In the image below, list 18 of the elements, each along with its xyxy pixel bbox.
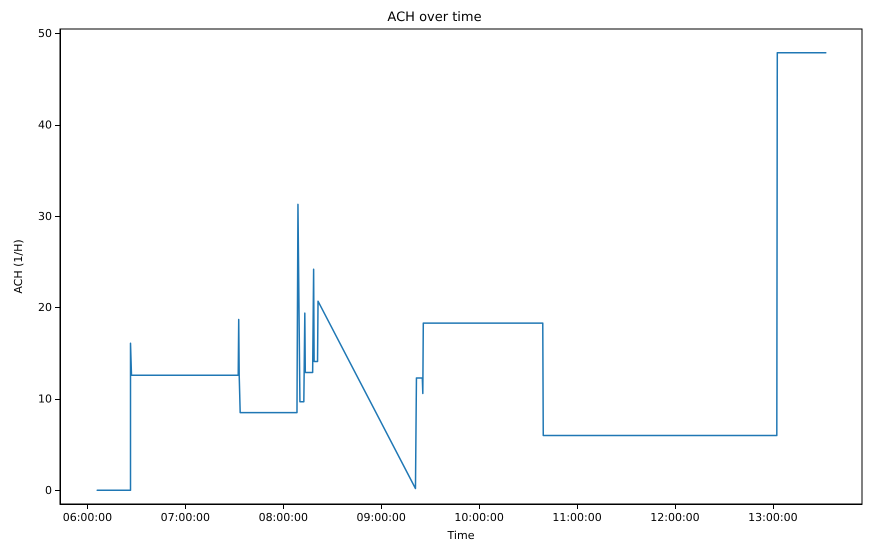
x-tick-label: 08:00:00 bbox=[258, 511, 308, 524]
chart-title: ACH over time bbox=[387, 10, 482, 25]
x-tick-label: 07:00:00 bbox=[160, 511, 210, 524]
y-tick-label: 0 bbox=[45, 484, 52, 497]
line-series bbox=[96, 52, 827, 492]
x-tick-label: 13:00:00 bbox=[748, 511, 798, 524]
x-tick-label: 09:00:00 bbox=[356, 511, 406, 524]
y-axis-title: ACH (1/H) bbox=[12, 239, 25, 294]
y-tick-label: 20 bbox=[38, 301, 52, 314]
x-tick-label: 12:00:00 bbox=[650, 511, 700, 524]
x-tick-label: 10:00:00 bbox=[454, 511, 504, 524]
x-tick-label: 06:00:00 bbox=[62, 511, 112, 524]
y-tick-label: 30 bbox=[38, 210, 52, 223]
y-tick-label: 50 bbox=[38, 27, 52, 40]
x-axis-title: Time bbox=[446, 529, 475, 542]
y-tick-label: 40 bbox=[38, 118, 52, 132]
y-tick-label: 10 bbox=[38, 392, 52, 406]
x-tick-label: 11:00:00 bbox=[552, 511, 602, 524]
